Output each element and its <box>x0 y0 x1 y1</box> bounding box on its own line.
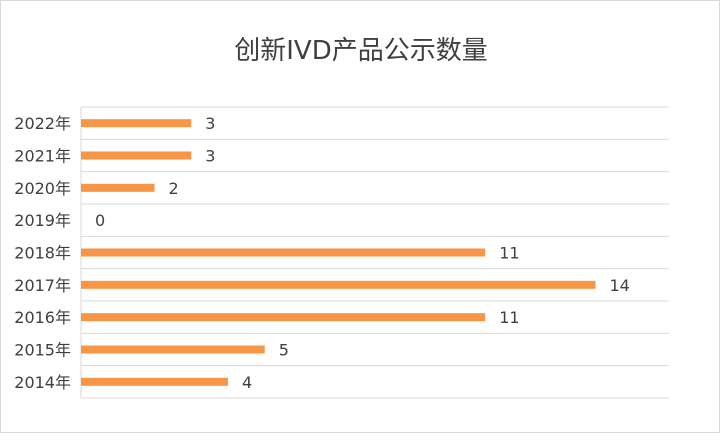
category-label: 2018年 <box>14 244 71 263</box>
data-label: 11 <box>499 244 519 263</box>
chart-frame <box>0 0 720 433</box>
data-label: 11 <box>499 308 519 327</box>
category-label: 2021年 <box>14 147 71 166</box>
chart-title: 创新IVD产品公示数量 <box>234 36 488 66</box>
category-label: 2022年 <box>14 114 71 133</box>
bar-2022年 <box>81 119 192 128</box>
category-label: 2015年 <box>14 341 71 360</box>
data-labels: 3 3 2 0 11 14 11 5 4 <box>95 114 630 392</box>
bar-2018年 <box>81 248 486 257</box>
bar-2017年 <box>81 280 596 289</box>
bar-2016年 <box>81 313 486 322</box>
data-label: 4 <box>242 373 252 392</box>
category-label: 2019年 <box>14 211 71 230</box>
data-label: 3 <box>205 114 215 133</box>
data-label: 14 <box>610 276 630 295</box>
category-label: 2016年 <box>14 308 71 327</box>
data-label: 0 <box>95 211 105 230</box>
category-label: 2014年 <box>14 373 71 392</box>
category-labels: 2022年 2021年 2020年 2019年 2018年 2017年 2016年 2015年… <box>14 114 71 392</box>
data-label: 5 <box>279 341 289 360</box>
data-label: 2 <box>169 179 179 198</box>
bar-2021年 <box>81 151 192 160</box>
bar-2014年 <box>81 377 228 386</box>
bars <box>81 119 596 386</box>
data-label: 3 <box>205 147 215 166</box>
bar-2015年 <box>81 345 265 354</box>
bar-2020年 <box>81 183 155 192</box>
category-label: 2020年 <box>14 179 71 198</box>
category-label: 2017年 <box>14 276 71 295</box>
